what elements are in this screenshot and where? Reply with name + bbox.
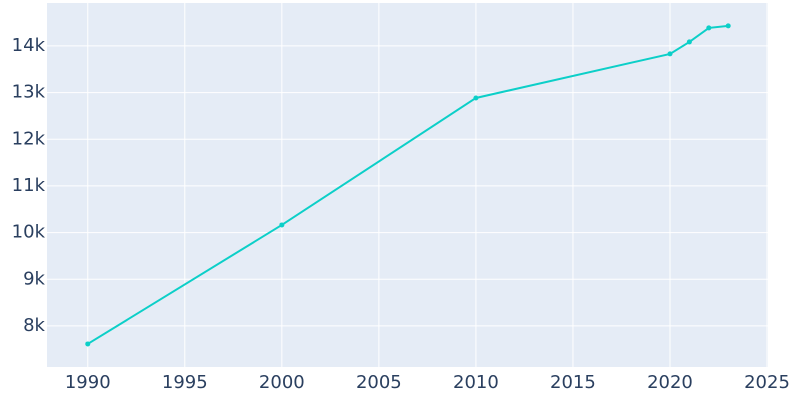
point bbox=[686, 39, 692, 45]
x-tick-label: 2000 bbox=[259, 372, 305, 393]
point bbox=[667, 51, 673, 57]
x-tick-label: 2015 bbox=[550, 372, 596, 393]
point bbox=[85, 341, 91, 347]
x-tick-label: 2010 bbox=[453, 372, 499, 393]
plot-area bbox=[47, 3, 768, 367]
y-tick-label: 13k bbox=[12, 82, 46, 103]
point bbox=[725, 23, 731, 29]
point bbox=[706, 25, 712, 31]
y-tick-label: 9k bbox=[23, 268, 45, 289]
y-tick-label: 8k bbox=[23, 315, 45, 336]
y-tick-label: 11k bbox=[12, 175, 46, 196]
x-tick-label: 2025 bbox=[744, 372, 790, 393]
point bbox=[473, 95, 479, 101]
x-tick-label: 1995 bbox=[162, 372, 208, 393]
y-tick-label: 14k bbox=[12, 35, 46, 56]
x-tick-label: 2005 bbox=[356, 372, 402, 393]
y-tick-label: 12k bbox=[12, 128, 46, 149]
x-tick-label: 1990 bbox=[65, 372, 111, 393]
x-tick-label: 2020 bbox=[647, 372, 693, 393]
y-tick-label: 10k bbox=[12, 222, 46, 243]
point bbox=[279, 222, 285, 228]
